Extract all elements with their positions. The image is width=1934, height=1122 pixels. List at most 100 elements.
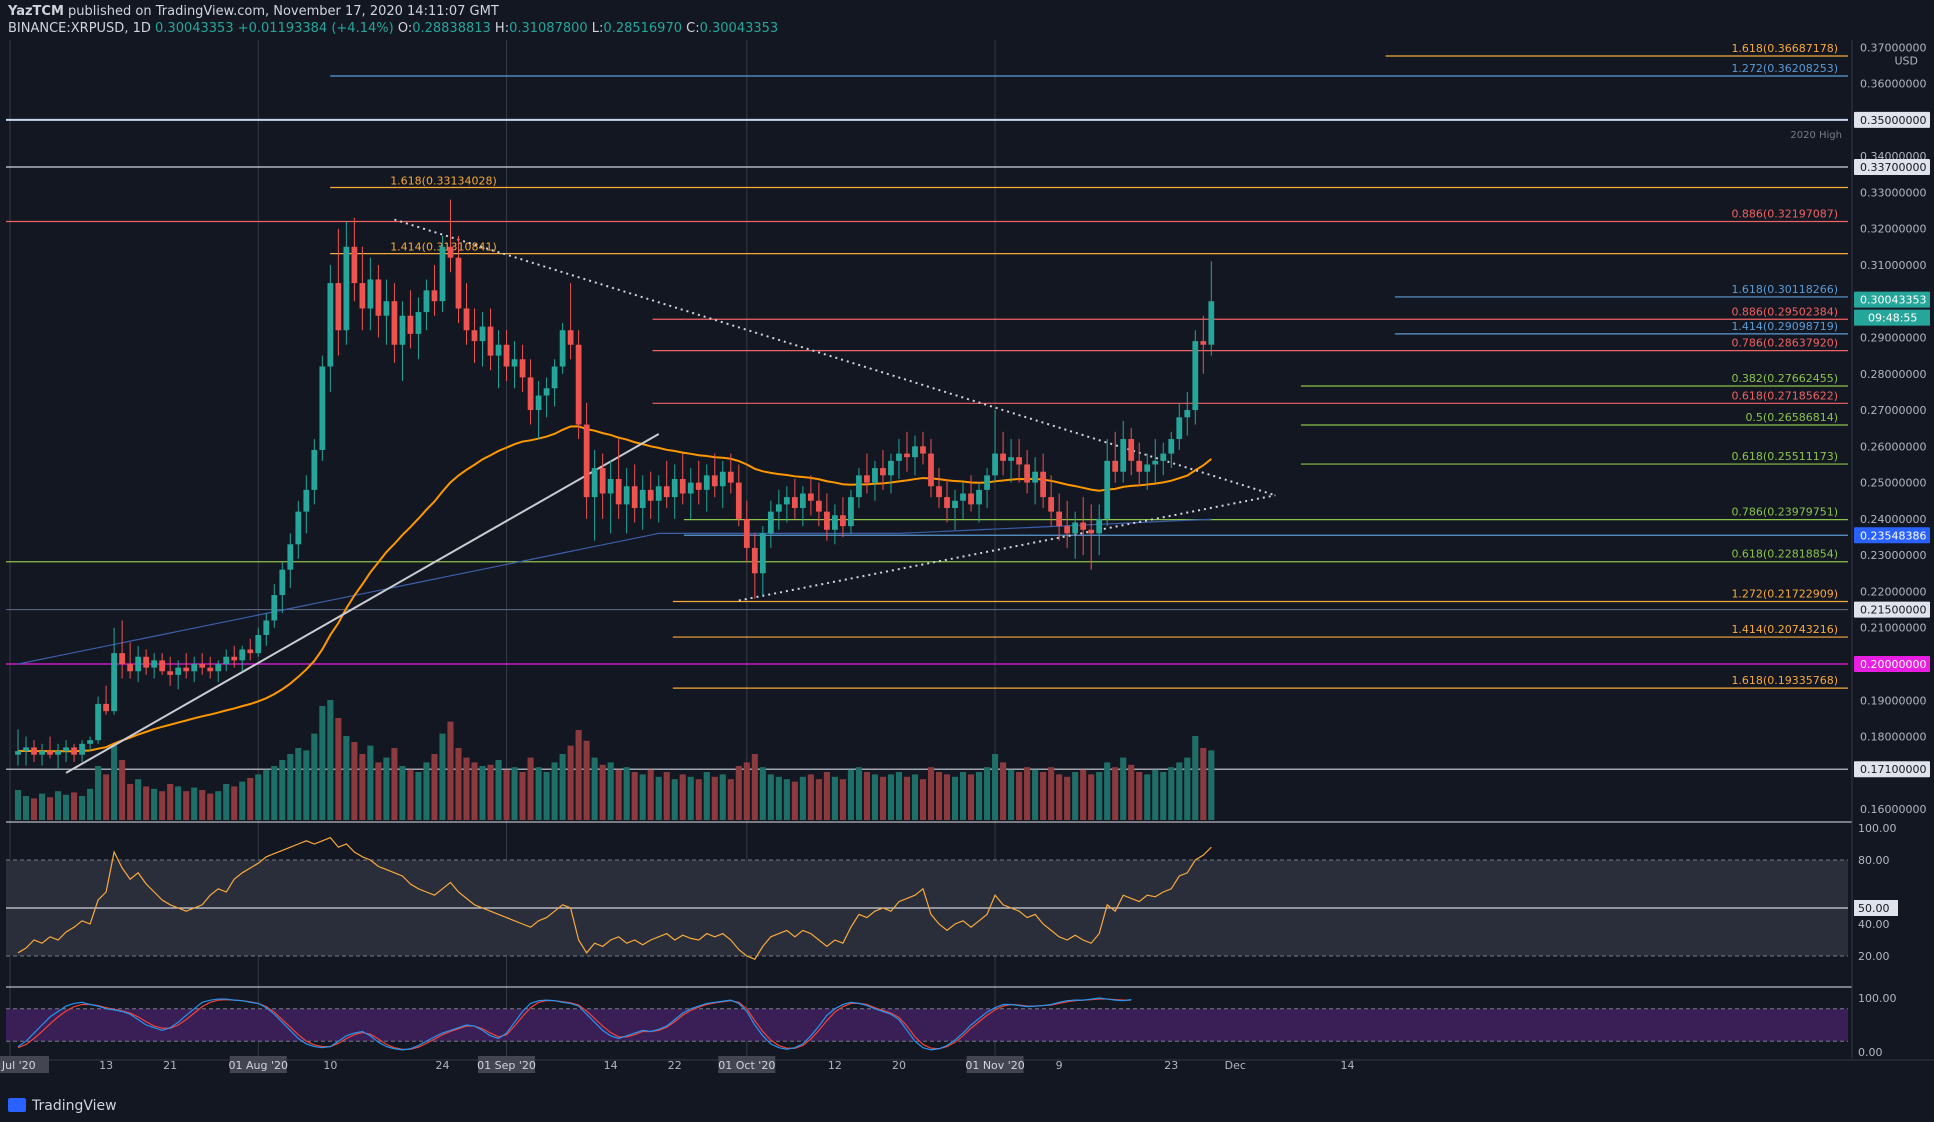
price-tick-label: 0.18000000 [1860,731,1926,744]
volume-bar [1072,772,1079,820]
volume-bar [535,767,542,820]
candle-body [1056,511,1063,527]
candle-body [759,533,766,574]
volume-bar [271,766,278,820]
symbol-name[interactable]: BINANCE:XRPUSD, 1D [8,21,151,36]
candle-body [639,489,646,508]
price-chart[interactable]: 1.618(0.36687178) 1.272(0.36208253) 1.618(… [0,40,1934,1092]
candle-body [1184,410,1191,418]
volume-bar [407,769,414,820]
rsi-level-label: 50.00 [1858,902,1890,915]
candle-body [727,471,734,483]
candle-body [31,747,37,755]
volume-bar [1168,767,1175,820]
candle-body [1192,341,1199,411]
candle-body [263,620,270,635]
price-tick-label: 0.28000000 [1860,368,1926,381]
volume-bar [95,766,102,820]
volume-bar [727,779,734,820]
tradingview-brand: TradingView [32,1098,117,1114]
volume-bar [183,791,190,820]
candle-body [15,751,21,755]
candle-body [1112,460,1119,472]
volume-bar [655,776,662,820]
candle-body [607,478,614,494]
candle-body [423,290,430,313]
candle-body [151,660,158,668]
candle-body [1144,464,1151,472]
ema-line [17,425,1212,753]
volume-bar [1016,772,1023,820]
price-tick-label: 0.22000000 [1860,585,1926,598]
volume-bar [871,774,878,820]
volume-bar [215,791,222,820]
price-tick-label: 0.32000000 [1860,223,1926,236]
candle-body [799,493,806,508]
volume-bar [575,730,582,820]
volume-bar [823,772,830,820]
volume-bar [1040,772,1047,820]
volume-bar [191,787,198,820]
volume-bar [175,786,182,820]
volume-bar [423,762,430,820]
price-tick-label: 0.31000000 [1860,259,1926,272]
candle-body [840,515,846,527]
candle-body [503,344,510,367]
volume-bar [807,774,814,820]
candle-body [399,315,406,345]
candle-body [143,656,150,668]
candle-body [735,482,742,519]
price-tag-label: 0.17100000 [1860,763,1926,776]
candle-body [431,290,438,302]
stoch-axis-label: 0.00 [1858,1046,1883,1059]
candle-body [1120,439,1127,472]
tradingview-logo[interactable]: TradingView [8,1098,117,1114]
volume-bar [631,772,638,820]
price-tick-label: 0.24000000 [1860,513,1926,526]
volume-bar [1088,774,1095,820]
sma-line [17,518,1212,665]
candle-body [111,653,118,712]
volume-bar [1200,748,1207,820]
volume-bar [895,772,903,820]
candle-body [944,497,950,508]
stoch-d-line [17,998,1132,1050]
candle-body [1168,439,1175,454]
candle-body [1200,341,1207,345]
candle-body [319,366,326,450]
volume-bar [1032,769,1039,820]
candle-body [896,453,902,461]
volume-bar [22,796,30,820]
volume-bar [151,788,158,820]
volume-bar [1152,769,1159,820]
candle-body [679,478,686,494]
candle-body [535,395,542,411]
candle-body [79,743,85,755]
publisher-name[interactable]: YazTCM [8,4,64,19]
volume-bar [783,779,790,820]
time-tick-label: 12 [828,1059,842,1072]
candle-body [1088,529,1095,534]
candle-body [1040,471,1047,498]
volume-bar [903,776,911,820]
volume-bar [223,784,230,820]
fib-level-label: 0.786(0.23979751) [1731,506,1838,519]
volume-bar [919,779,927,820]
candle-body [71,747,77,755]
candle-body [583,424,590,498]
volume-bar [976,772,983,820]
volume-bar [927,767,935,820]
candle-body [231,656,238,661]
candle-body [207,667,214,672]
candle-body [95,703,101,741]
volume-bar [687,776,694,820]
stoch-k-line [17,997,1132,1051]
volume-bar [159,791,166,820]
candle-body [703,475,710,490]
volume-bar [671,779,678,820]
fib-level-label: 1.618(0.36687178) [1731,42,1838,55]
candle-body [791,497,798,508]
candle-body [1096,518,1103,534]
candle-body [767,511,774,534]
candle-body [912,446,918,458]
